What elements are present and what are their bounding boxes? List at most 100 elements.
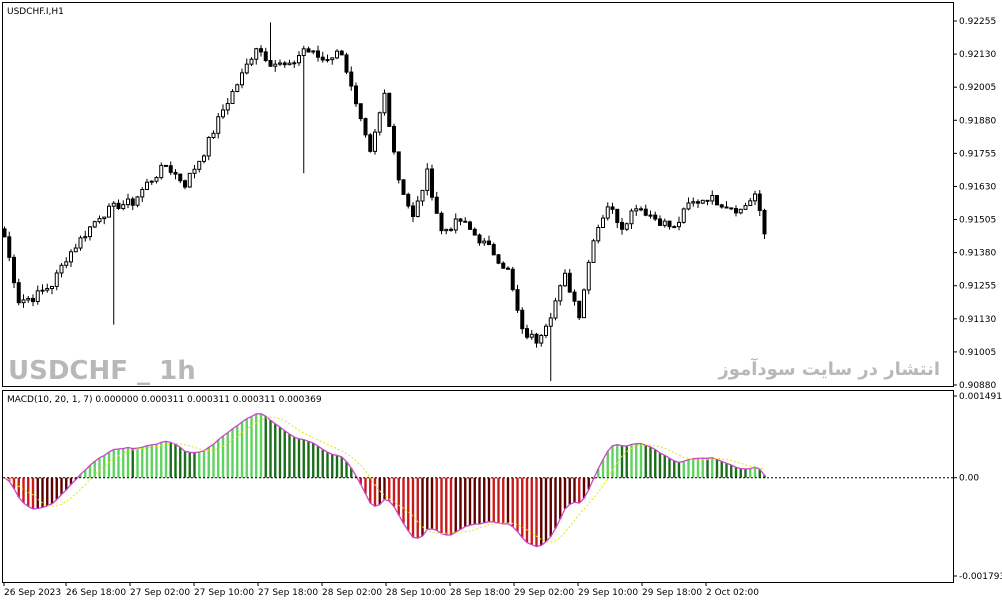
- candle: [396, 151, 401, 184]
- macd-panel: [2, 390, 954, 583]
- candle: [73, 243, 78, 253]
- candle: [620, 217, 624, 235]
- candle: [539, 333, 544, 347]
- candle: [69, 249, 73, 267]
- candle: [420, 189, 425, 206]
- candle: [311, 50, 316, 55]
- candle: [482, 237, 487, 246]
- candle: [691, 197, 696, 207]
- candle: [173, 169, 178, 180]
- candle: [159, 162, 164, 180]
- candle: [363, 117, 368, 138]
- candle: [757, 189, 762, 217]
- candle: [135, 195, 140, 208]
- candle: [406, 192, 411, 209]
- candle: [387, 92, 392, 127]
- candle: [263, 47, 268, 63]
- price-tick-label: 0.91630: [959, 182, 996, 192]
- candle: [515, 284, 520, 313]
- candle: [591, 238, 596, 263]
- candle: [415, 195, 420, 218]
- candle: [724, 201, 729, 209]
- time-tick-label: 29 Sep 18:00: [642, 588, 702, 598]
- candle: [244, 58, 249, 75]
- candle: [83, 230, 88, 242]
- candle: [354, 82, 358, 107]
- candle: [705, 199, 710, 206]
- candle: [116, 199, 121, 210]
- candle: [373, 129, 377, 155]
- macd-tick-label: -0.001793: [959, 572, 1002, 582]
- candles: [2, 22, 767, 382]
- candle: [54, 269, 59, 291]
- candle: [130, 196, 135, 211]
- candle: [301, 45, 306, 174]
- time-tick-label: 27 Sep 18:00: [258, 588, 318, 598]
- candle: [753, 190, 757, 205]
- candle: [582, 288, 586, 319]
- candle: [667, 220, 672, 230]
- candle: [88, 226, 92, 241]
- candle: [92, 220, 97, 229]
- candle: [449, 227, 453, 232]
- candle: [335, 49, 339, 60]
- candle: [430, 164, 434, 201]
- candle: [401, 179, 406, 195]
- candle: [463, 217, 468, 223]
- candle: [358, 103, 363, 122]
- candle: [45, 283, 50, 293]
- price-tick-label: 0.91380: [959, 249, 996, 259]
- time-tick-label: 26 Sep 18:00: [66, 588, 126, 598]
- candle: [487, 235, 491, 246]
- candle: [249, 57, 254, 67]
- price-tick-label: 0.91755: [959, 149, 996, 159]
- candle: [577, 300, 582, 320]
- candle: [677, 216, 681, 231]
- price-tick-label: 0.90880: [959, 381, 996, 391]
- price-tick-label: 0.91255: [959, 282, 996, 292]
- candle: [26, 296, 31, 303]
- candle: [287, 59, 292, 66]
- candle: [126, 193, 130, 209]
- price-tick-label: 0.92255: [959, 17, 996, 27]
- candle: [468, 220, 472, 231]
- price-axis: 0.92255 0.92130 0.92005 0.91880 0.91755 0.916…: [953, 17, 996, 391]
- candle: [12, 254, 16, 288]
- candle: [696, 199, 700, 209]
- candle: [16, 278, 21, 306]
- candle: [325, 54, 330, 63]
- time-tick-label: 2 Oct 02:00: [706, 588, 759, 598]
- candle: [453, 213, 458, 234]
- candle: [510, 266, 515, 292]
- candle: [178, 173, 183, 184]
- candle: [458, 218, 463, 226]
- price-tick-label: 0.91130: [959, 315, 996, 325]
- candle: [472, 227, 477, 236]
- candle: [653, 211, 658, 222]
- candle: [145, 178, 149, 191]
- candle: [206, 136, 211, 161]
- time-tick-label: 29 Sep 10:00: [578, 588, 638, 598]
- candle: [648, 210, 653, 219]
- candle: [7, 231, 12, 262]
- macd-tick-label: 0.001491: [959, 392, 1002, 402]
- candle: [202, 154, 206, 164]
- time-tick-label: 29 Sep 02:00: [514, 588, 574, 598]
- candle: [225, 98, 230, 115]
- macd-axis: 0.001491 0.00 -0.001793: [3, 392, 1002, 582]
- price-tick-label: 0.91005: [959, 348, 996, 358]
- candle: [164, 164, 168, 167]
- candle: [297, 51, 301, 66]
- candle: [715, 194, 719, 206]
- price-tick-label: 0.92005: [959, 83, 996, 93]
- candle: [187, 172, 192, 188]
- time-tick-label: 28 Sep 02:00: [322, 588, 382, 598]
- candle: [534, 332, 539, 348]
- candle: [197, 160, 202, 173]
- candle: [529, 329, 534, 340]
- candle: [349, 66, 354, 91]
- candle: [368, 133, 373, 153]
- time-tick-label: 26 Sep 2023: [4, 588, 61, 598]
